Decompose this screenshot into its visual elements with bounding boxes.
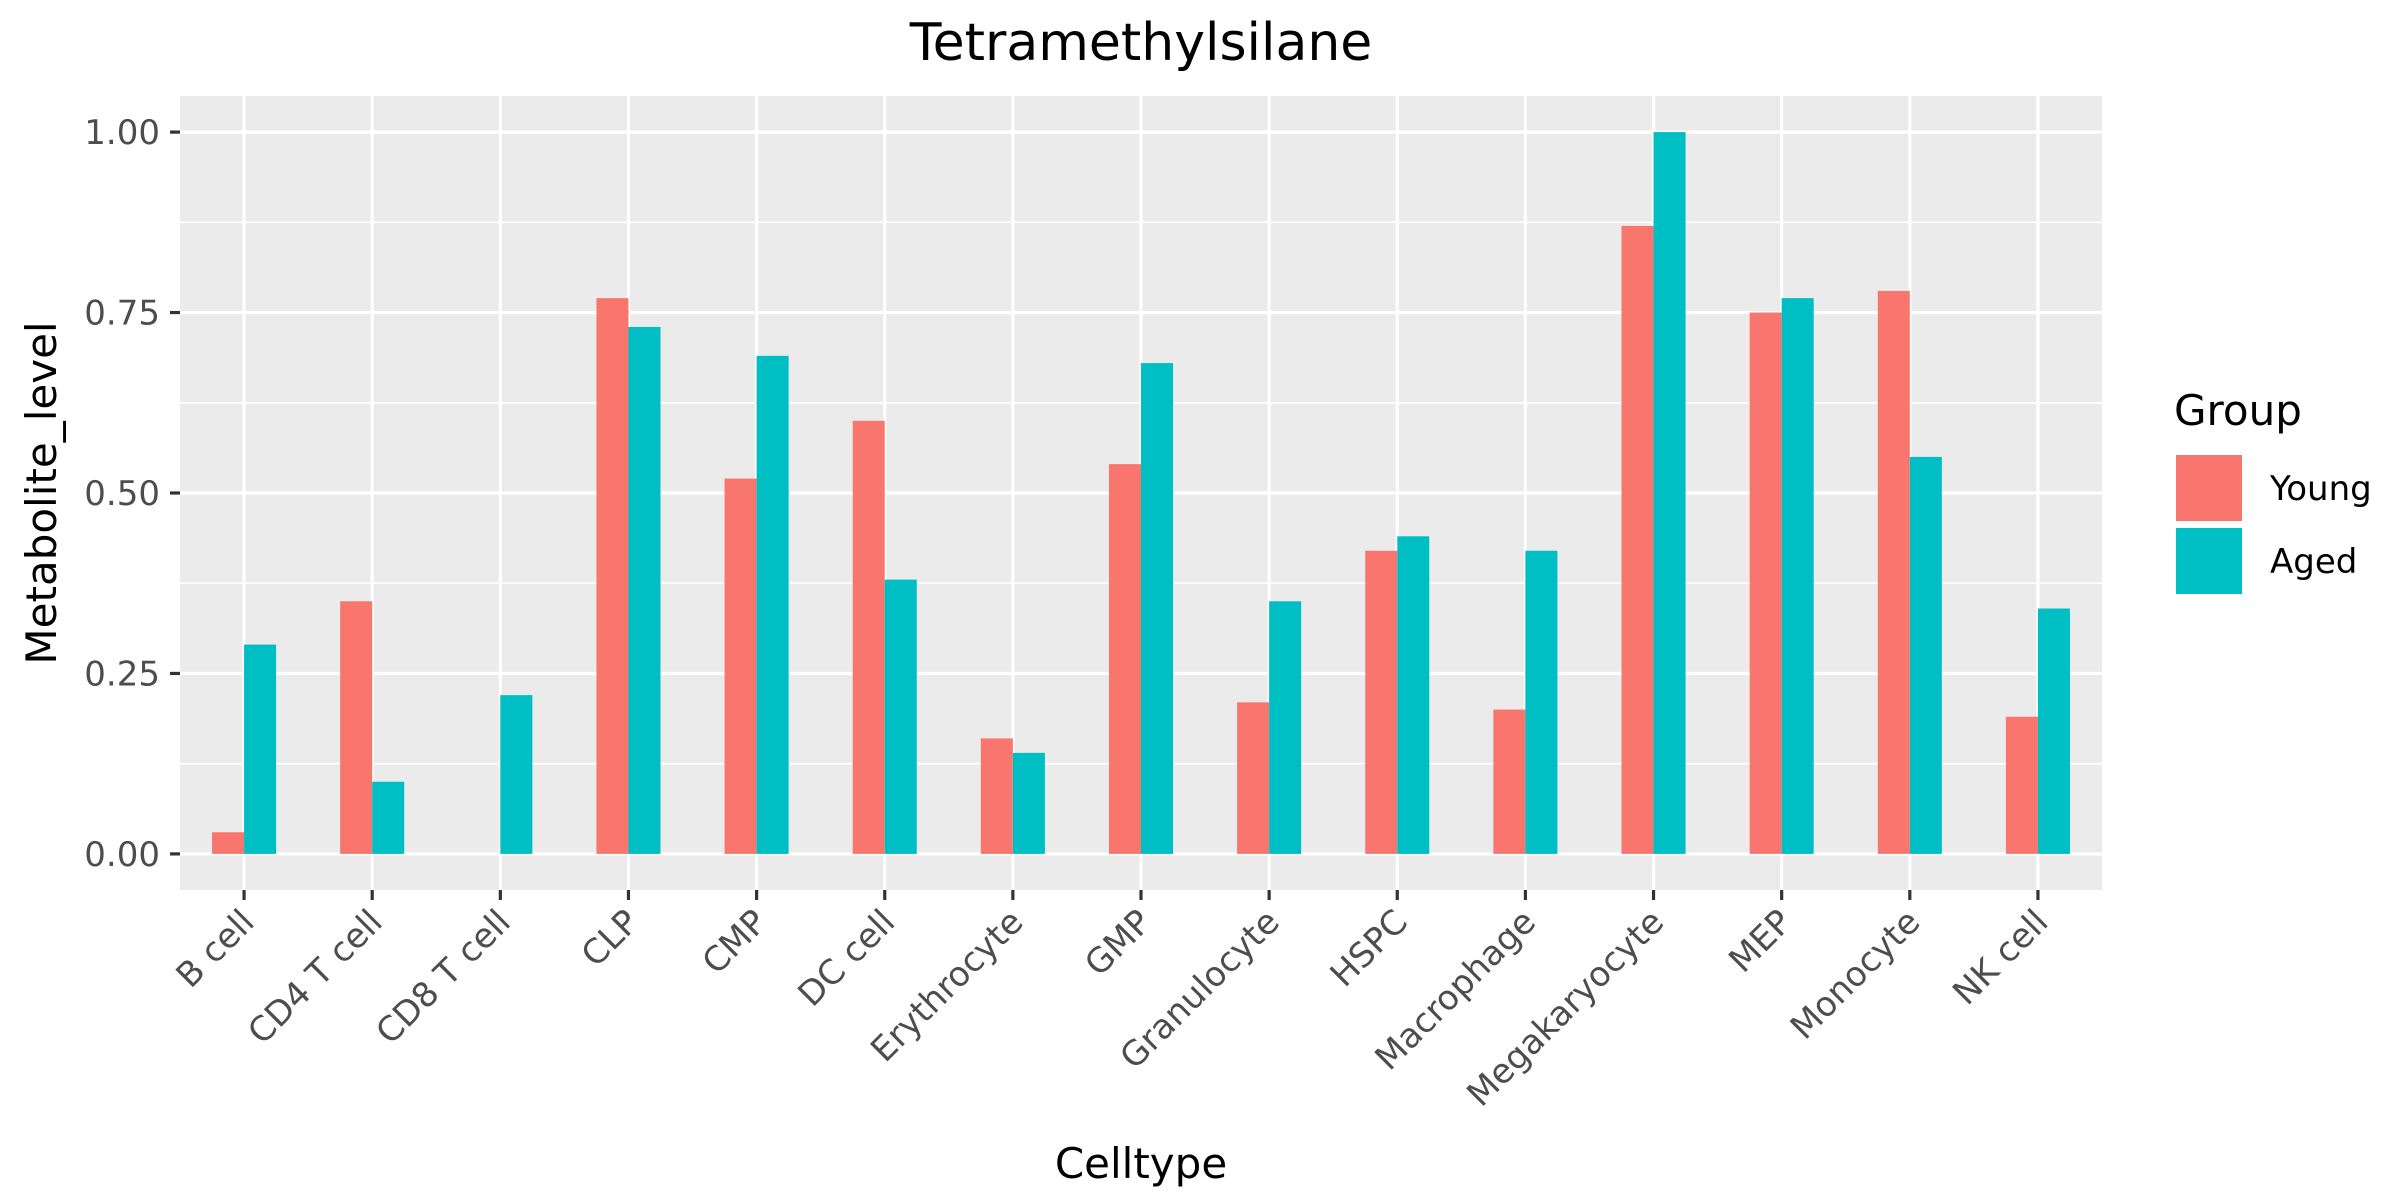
bar-young-granulocyte — [1237, 702, 1270, 854]
bar-aged-dc-cell — [884, 579, 917, 854]
y-tick-label: 0.75 — [84, 294, 160, 334]
y-tick-label: 1.00 — [84, 113, 160, 153]
x-tick-label: CD8 T cell — [368, 902, 518, 1052]
bar-aged-b-cell — [244, 644, 277, 854]
bar-aged-nk-cell — [2037, 608, 2070, 854]
bar-young-gmp — [1108, 464, 1141, 854]
bar-young-cd4-t-cell — [340, 601, 373, 854]
y-tick-label: 0.00 — [84, 835, 160, 875]
bar-aged-mep — [1781, 298, 1814, 854]
bar-young-cmp — [724, 478, 757, 854]
legend-label-aged: Aged — [2270, 542, 2357, 582]
legend-key-young — [2176, 455, 2242, 521]
bar-aged-megakaryocyte — [1653, 132, 1686, 854]
bar-young-nk-cell — [2005, 716, 2038, 854]
bar-aged-hspc — [1397, 536, 1430, 854]
x-axis-title: Celltype — [1055, 1139, 1227, 1188]
bar-young-monocyte — [1877, 290, 1910, 854]
x-tick-label: GMP — [1077, 902, 1159, 984]
bar-aged-gmp — [1141, 363, 1174, 854]
legend-key-aged — [2176, 528, 2242, 594]
bar-aged-erythrocyte — [1012, 752, 1045, 854]
bar-young-b-cell — [212, 832, 245, 854]
y-tick-label: 0.50 — [84, 474, 160, 514]
x-tick-label: B cell — [169, 902, 263, 996]
bar-aged-cd8-t-cell — [500, 695, 533, 854]
bar-young-erythrocyte — [980, 738, 1013, 854]
bar-aged-cmp — [756, 355, 789, 854]
legend-label-young: Young — [2269, 469, 2372, 509]
x-tick-label: NK cell — [1945, 902, 2056, 1013]
bar-aged-monocyte — [1909, 456, 1942, 854]
bar-aged-granulocyte — [1269, 601, 1302, 854]
bar-aged-macrophage — [1525, 550, 1558, 854]
bars — [212, 132, 2070, 854]
x-tick-label: HSPC — [1323, 902, 1416, 995]
x-tick-label: Monocyte — [1783, 902, 1928, 1047]
x-tick-label: MEP — [1721, 902, 1800, 981]
x-tick-label: CLP — [574, 902, 647, 975]
y-axis-title: Metabolite_level — [17, 321, 66, 664]
bar-young-megakaryocyte — [1621, 225, 1654, 854]
y-tick-label: 0.25 — [84, 654, 160, 694]
bar-young-clp — [596, 298, 629, 854]
bar-aged-clp — [628, 326, 661, 854]
bar-young-dc-cell — [852, 420, 885, 854]
bar-young-mep — [1749, 312, 1782, 854]
chart-title: Tetramethylsilane — [909, 13, 1373, 73]
y-axis: 0.00 0.25 0.50 0.75 1.00 — [84, 113, 180, 875]
legend-title: Group — [2174, 386, 2302, 435]
legend: Group Young Aged — [2174, 386, 2372, 594]
bar-young-hspc — [1365, 550, 1398, 854]
bar-aged-cd4-t-cell — [372, 781, 405, 854]
x-tick-label: CD4 T cell — [240, 902, 390, 1052]
x-tick-label: CMP — [695, 902, 775, 982]
x-tick-label: DC cell — [791, 902, 904, 1015]
bar-young-macrophage — [1493, 709, 1526, 854]
